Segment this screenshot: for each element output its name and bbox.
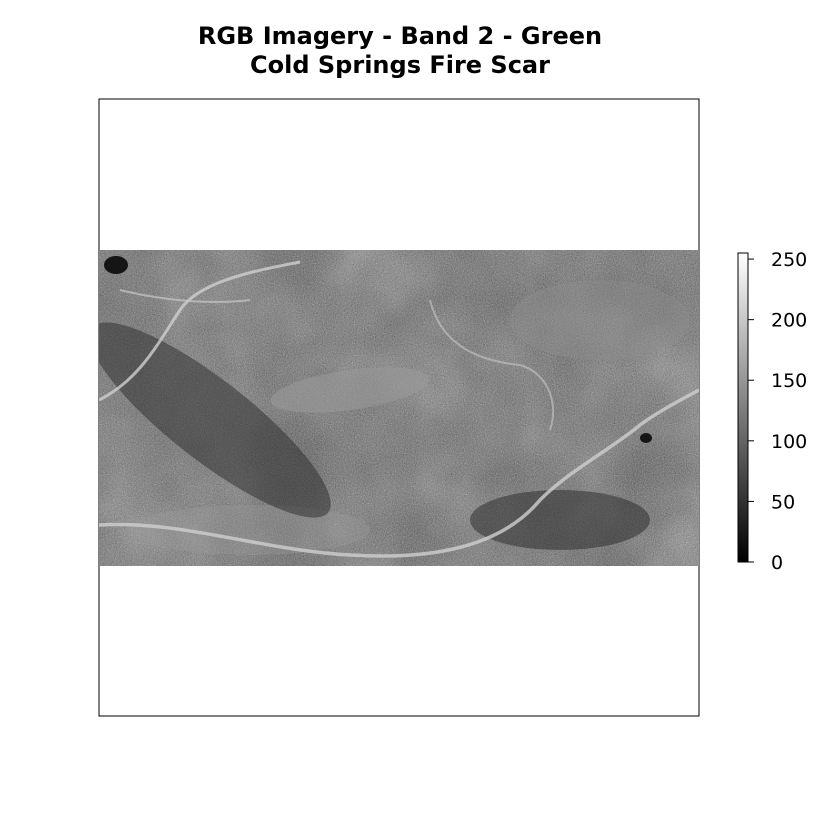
chart-subtitle: Cold Springs Fire Scar [250,51,550,79]
colorbar-tick-label-100: 100 [771,431,807,453]
colorbar-tick-label-200: 200 [771,310,807,332]
colorbar-tick-label-250: 250 [771,249,807,271]
colorbar-tick-label-50: 50 [771,491,795,513]
colorbar-scale [737,252,749,563]
raster-image [99,250,699,566]
chart-title: RGB Imagery - Band 2 - Green [197,22,603,50]
colorbar-tick-label-150: 150 [771,370,807,392]
colorbar-tick-label-0: 0 [771,552,783,574]
colorbar: 0 50 100 150 200 250 [737,249,807,574]
